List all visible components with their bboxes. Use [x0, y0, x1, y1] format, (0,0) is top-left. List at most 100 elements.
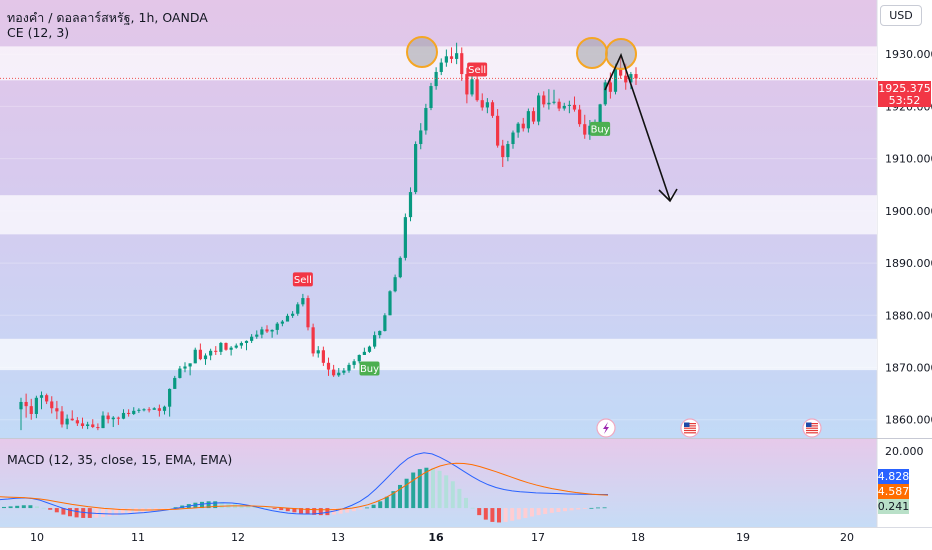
zone — [0, 195, 877, 235]
macd-histogram-bar — [226, 502, 231, 509]
candle — [496, 109, 500, 148]
macd-histogram-bar — [351, 508, 356, 512]
x-tick-label: 16 — [428, 531, 444, 544]
macd-legend[interactable]: MACD (12, 35, close, 15, EMA, EMA) — [7, 452, 233, 467]
flag-stripe — [684, 432, 696, 434]
candle-body — [342, 370, 346, 373]
macd-histogram-bar — [54, 508, 59, 513]
candle — [173, 375, 177, 389]
macd-histogram-bar — [213, 501, 218, 509]
flag-stripe — [806, 432, 818, 434]
macd-histogram-bar — [437, 470, 442, 509]
candle — [603, 79, 607, 106]
candle — [357, 354, 361, 364]
macd-histogram-bar — [35, 506, 39, 509]
currency-button[interactable]: USD — [880, 5, 922, 26]
candle — [537, 92, 541, 126]
candle — [567, 100, 571, 114]
macd-histogram-bar — [424, 467, 429, 509]
candlesticks[interactable] — [19, 42, 638, 431]
candle-body — [490, 102, 495, 116]
candle-body — [521, 123, 525, 129]
macd-histogram-bar — [536, 508, 541, 516]
candle-body — [137, 409, 141, 411]
candle — [137, 408, 141, 413]
event-icons[interactable] — [596, 418, 822, 438]
candle-body — [496, 115, 500, 146]
candle — [178, 365, 182, 379]
candle — [301, 293, 305, 307]
candle — [460, 47, 464, 81]
candle-body — [578, 109, 582, 125]
candle-body — [291, 313, 295, 316]
candle-body — [188, 363, 192, 367]
candle — [39, 391, 44, 410]
candle — [265, 325, 269, 334]
time-axis[interactable] — [0, 527, 932, 550]
candle — [285, 313, 290, 322]
lightning-glyph — [603, 422, 609, 434]
candle — [572, 96, 577, 112]
candle — [280, 319, 284, 327]
candle-body — [132, 410, 136, 414]
macd-histogram-bar — [74, 508, 79, 518]
macd-histogram-bar — [48, 508, 53, 510]
candle-body — [296, 304, 300, 314]
candle — [250, 334, 254, 343]
x-axis-labels: 10 11 12 13 16 17 18 19 20 — [30, 531, 854, 544]
macd-histogram-bar — [431, 468, 435, 509]
candle — [552, 89, 556, 105]
candle — [337, 368, 341, 377]
candle-body — [244, 340, 249, 343]
candle-body — [347, 364, 351, 371]
histogram-value: 0.241 — [878, 500, 910, 513]
symbol-legend[interactable]: ทองคำ / ดอลลาร์สหรัฐ, 1h, OANDA — [7, 10, 208, 25]
candle-body — [316, 350, 320, 354]
candle-body — [70, 418, 74, 421]
candle — [306, 295, 310, 331]
candle-body — [634, 74, 638, 79]
candle — [224, 342, 228, 351]
top-marker-circle — [576, 37, 608, 69]
candle-body — [65, 418, 69, 425]
candle-body — [209, 350, 213, 356]
candle-body — [383, 315, 387, 331]
macd-histogram-bar — [153, 508, 158, 511]
candle-body — [234, 345, 238, 348]
candle-body — [393, 277, 397, 292]
candle-body — [45, 395, 49, 402]
lightning-icon[interactable] — [596, 418, 616, 438]
us-flag-icon[interactable] — [680, 418, 700, 438]
candle — [547, 89, 551, 110]
candle — [209, 348, 213, 361]
candle-body — [60, 411, 64, 425]
candle-body — [19, 401, 23, 410]
macd-histogram-bar — [292, 508, 297, 513]
macd-histogram-bar — [318, 508, 323, 516]
us-flag-icon[interactable] — [802, 418, 822, 438]
candle-body — [485, 102, 489, 108]
top-marker-circle — [406, 36, 438, 68]
indicator-legend[interactable]: CE (12, 3) — [7, 25, 70, 40]
candle — [60, 406, 64, 428]
candle — [101, 411, 105, 429]
y-tick-label: 1900.000 — [885, 205, 932, 218]
candle — [424, 103, 428, 135]
candle-body — [414, 144, 418, 193]
macd-histogram-bar — [358, 508, 363, 510]
candle — [403, 213, 407, 261]
candle-body — [193, 349, 197, 364]
candle — [106, 412, 110, 424]
macd-histogram-bar — [279, 508, 284, 511]
candle-body — [255, 334, 259, 337]
candle-body — [562, 105, 566, 109]
candle — [470, 75, 474, 97]
candle-body — [152, 408, 156, 410]
arrow-head — [658, 188, 678, 203]
candle-body — [608, 82, 612, 92]
candle — [449, 47, 454, 64]
macd-histogram-bar — [285, 508, 290, 512]
y-axis-labels: 1930.0001920.0001910.0001900.0001890.000… — [885, 48, 932, 427]
price-badge-price: 1925.375 — [878, 82, 931, 95]
